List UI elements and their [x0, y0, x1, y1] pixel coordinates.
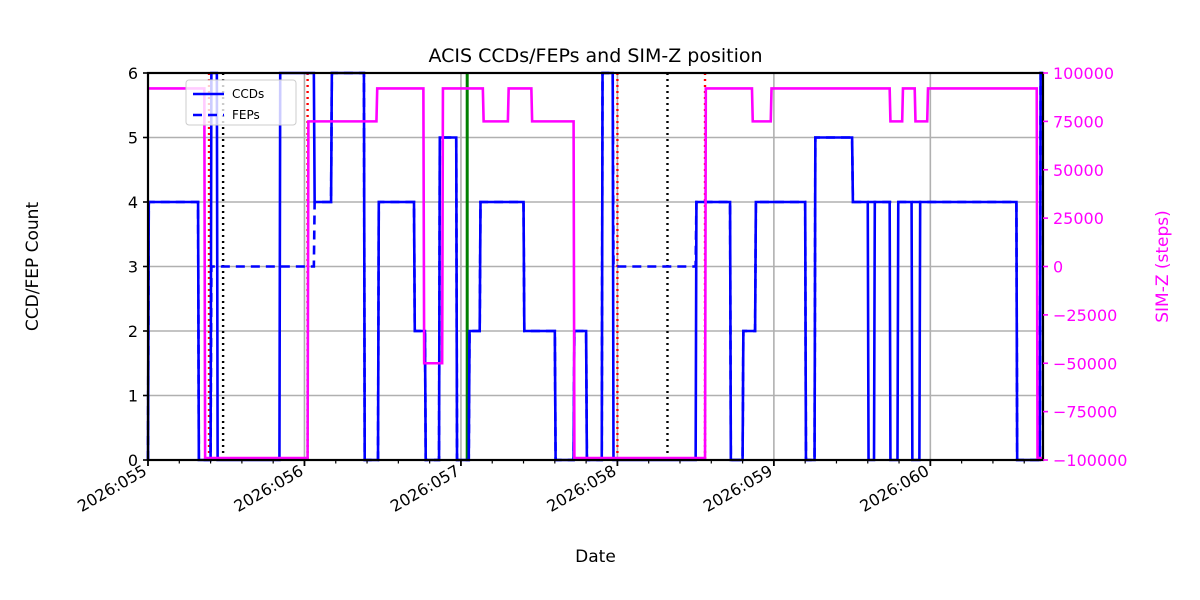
ytick-label-right: 50000 — [1053, 161, 1104, 180]
xtick-label: 2026:058 — [544, 461, 620, 516]
ytick-label-left: 4 — [128, 193, 138, 212]
ytick-label-right: 100000 — [1053, 64, 1114, 83]
series-line-sim-z — [148, 87, 1043, 460]
xtick-label: 2026:059 — [700, 461, 776, 516]
series-line-feps — [146, 71, 1043, 462]
legend-label-feps: FEPs — [232, 108, 260, 122]
y-axis-label-right: SIM-Z (steps) — [1153, 210, 1173, 323]
ytick-label-left: 0 — [128, 451, 138, 470]
ytick-label-left: 3 — [128, 258, 138, 277]
ytick-label-left: 2 — [128, 322, 138, 341]
ytick-label-left: 6 — [128, 64, 138, 83]
ytick-label-right: 25000 — [1053, 209, 1104, 228]
ytick-label-right: −50000 — [1053, 354, 1117, 373]
ytick-label-right: −75000 — [1053, 403, 1117, 422]
ytick-label-right: 0 — [1053, 258, 1063, 277]
legend-label-ccds: CCDs — [232, 87, 264, 101]
chart-title: ACIS CCDs/FEPs and SIM-Z position — [428, 45, 762, 67]
xtick-label: 2026:060 — [856, 461, 932, 516]
ytick-label-left: 1 — [128, 387, 138, 406]
ytick-label-left: 5 — [128, 129, 138, 148]
xtick-label: 2026:055 — [74, 461, 150, 516]
ytick-label-right: −100000 — [1053, 451, 1127, 470]
y-axis-label-left: CCD/FEP Count — [23, 202, 43, 332]
x-axis-label: Date — [575, 547, 616, 567]
xtick-label: 2026:056 — [231, 461, 307, 516]
ytick-label-right: −25000 — [1053, 306, 1117, 325]
xtick-label: 2026:057 — [387, 461, 463, 516]
ytick-label-right: 75000 — [1053, 112, 1104, 131]
